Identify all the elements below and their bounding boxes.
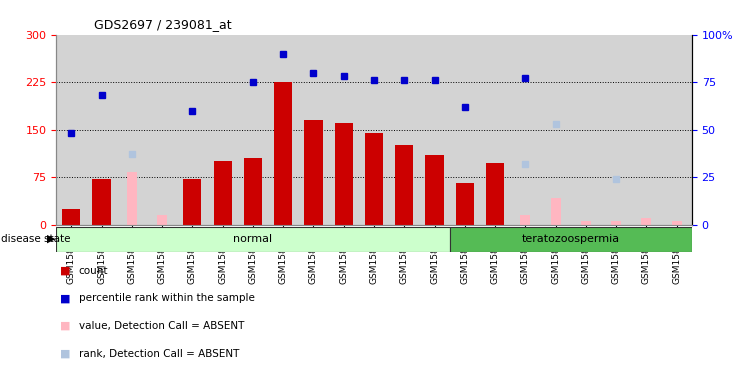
Bar: [510, 35, 541, 225]
Bar: [662, 35, 692, 225]
Text: ■: ■: [60, 321, 70, 331]
Bar: [456, 184, 474, 225]
Bar: [359, 35, 389, 225]
Text: ▶: ▶: [47, 234, 55, 244]
Text: count: count: [79, 266, 108, 276]
Bar: [450, 35, 480, 225]
Text: value, Detection Call = ABSENT: value, Detection Call = ABSENT: [79, 321, 244, 331]
Bar: [426, 155, 444, 225]
Bar: [244, 158, 262, 225]
Bar: [551, 198, 561, 225]
Text: rank, Detection Call = ABSENT: rank, Detection Call = ABSENT: [79, 349, 239, 359]
Text: ■: ■: [60, 293, 70, 303]
Text: percentile rank within the sample: percentile rank within the sample: [79, 293, 254, 303]
Text: ■: ■: [60, 349, 70, 359]
Bar: [238, 35, 268, 225]
Bar: [127, 172, 137, 225]
Text: normal: normal: [233, 234, 272, 244]
Bar: [389, 35, 420, 225]
Bar: [480, 35, 510, 225]
Bar: [611, 222, 621, 225]
Text: ■: ■: [60, 266, 70, 276]
Bar: [62, 209, 80, 225]
Bar: [328, 35, 359, 225]
Bar: [450, 227, 692, 252]
Bar: [642, 218, 652, 225]
Bar: [274, 82, 292, 225]
Bar: [541, 35, 571, 225]
Bar: [420, 35, 450, 225]
Bar: [86, 35, 117, 225]
Bar: [365, 133, 383, 225]
Bar: [601, 35, 631, 225]
Bar: [157, 215, 167, 225]
Bar: [213, 161, 232, 225]
Bar: [581, 222, 591, 225]
Bar: [304, 120, 322, 225]
Bar: [631, 35, 662, 225]
Text: teratozoospermia: teratozoospermia: [522, 234, 620, 244]
Bar: [571, 35, 601, 225]
Bar: [298, 35, 328, 225]
Bar: [207, 35, 238, 225]
Bar: [93, 179, 111, 225]
Bar: [56, 35, 86, 225]
Bar: [56, 227, 450, 252]
Bar: [177, 35, 207, 225]
Bar: [521, 215, 530, 225]
Text: disease state: disease state: [1, 234, 70, 244]
Text: GDS2697 / 239081_at: GDS2697 / 239081_at: [94, 18, 231, 31]
Bar: [147, 35, 177, 225]
Bar: [486, 162, 504, 225]
Bar: [334, 123, 353, 225]
Bar: [183, 179, 201, 225]
Bar: [672, 222, 681, 225]
Bar: [395, 146, 414, 225]
Bar: [268, 35, 298, 225]
Bar: [117, 35, 147, 225]
